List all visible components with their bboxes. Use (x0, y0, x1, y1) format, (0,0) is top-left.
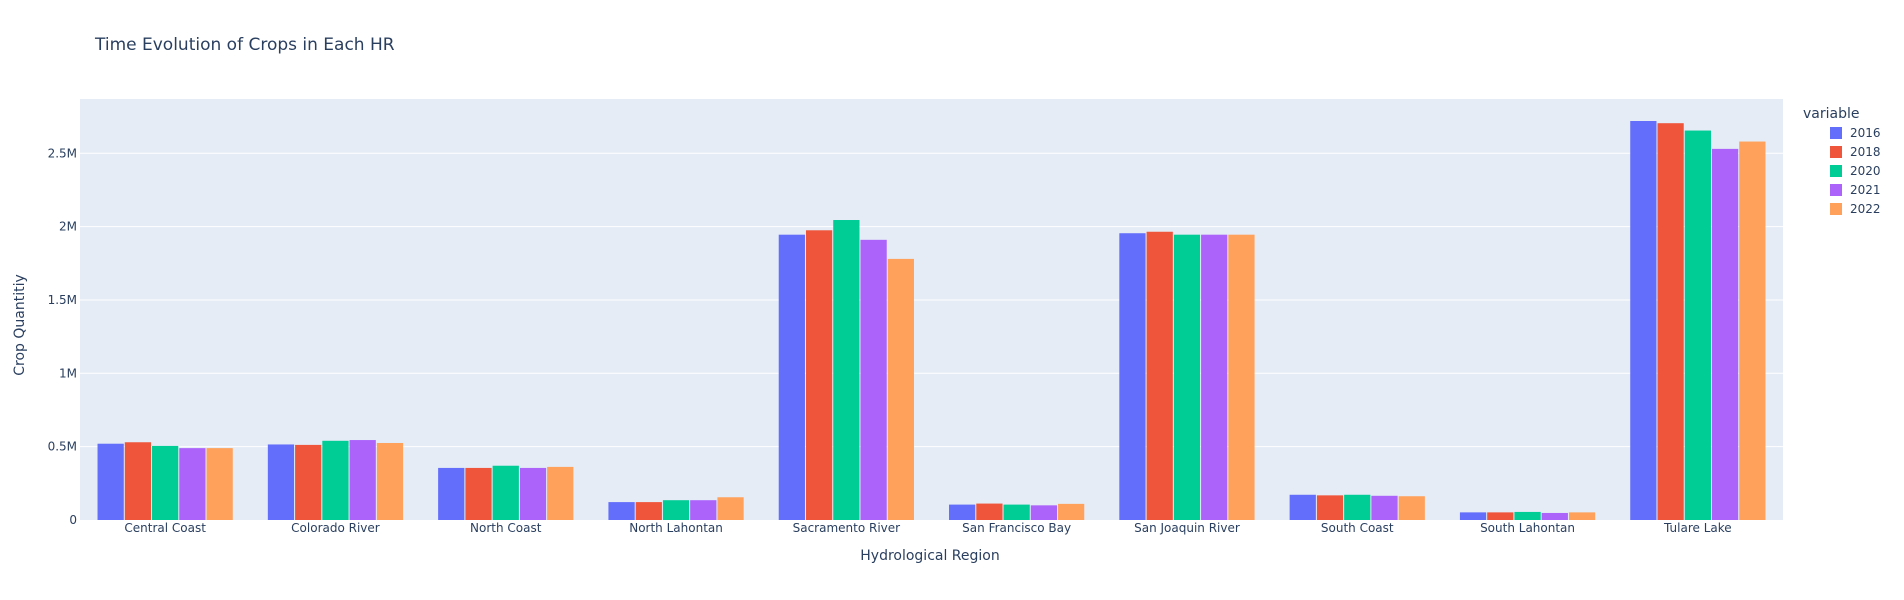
bar-2020[interactable] (1684, 130, 1711, 520)
bar-2016[interactable] (1119, 233, 1146, 520)
bar-2020[interactable] (152, 445, 179, 520)
legend-title: variable (1803, 106, 1859, 122)
bar-2021[interactable] (1371, 495, 1398, 520)
x-axis-title: Hydrological Region (860, 548, 1000, 564)
bar-2022[interactable] (206, 448, 233, 520)
bar-2020[interactable] (322, 440, 349, 520)
bar-2021[interactable] (690, 500, 717, 520)
bar-2018[interactable] (1487, 512, 1514, 520)
bar-2020[interactable] (1173, 234, 1201, 520)
bar-2020[interactable] (662, 500, 690, 520)
bar-2018[interactable] (635, 502, 662, 520)
x-tick-label: North Coast (470, 521, 542, 535)
bar-2022[interactable] (1058, 503, 1085, 520)
legend-swatch-2022[interactable] (1830, 203, 1842, 215)
y-axis-ticks: 0 0.5M 1M 1.5M 2M 2.5M (48, 146, 77, 527)
bar-2018[interactable] (465, 467, 492, 520)
legend[interactable]: 2016 2018 2020 2021 2022 (1830, 126, 1881, 216)
x-tick-label: North Lahontan (629, 521, 723, 535)
x-tick-label: Central Coast (124, 521, 206, 535)
bar-2022[interactable] (717, 497, 744, 520)
bar-2016[interactable] (267, 444, 295, 520)
bar-2022[interactable] (1228, 234, 1255, 520)
bar-2018[interactable] (976, 503, 1003, 520)
bar-2021[interactable] (1201, 234, 1228, 520)
chart-title: Time Evolution of Crops in Each HR (94, 35, 395, 55)
legend-label-2021[interactable]: 2021 (1850, 183, 1881, 197)
bar-2020[interactable] (1344, 494, 1371, 520)
bar-2021[interactable] (179, 448, 206, 520)
bar-2021[interactable] (860, 239, 887, 520)
bar-2022[interactable] (1568, 512, 1596, 520)
bar-2016[interactable] (1630, 121, 1657, 521)
bar-2020[interactable] (1514, 511, 1541, 520)
x-tick-label: South Coast (1321, 521, 1394, 535)
legend-label-2020[interactable]: 2020 (1850, 164, 1881, 178)
x-tick-label: Sacramento River (793, 521, 901, 535)
bar-2018[interactable] (1657, 123, 1684, 521)
bars (97, 121, 1766, 521)
legend-swatch-2021[interactable] (1830, 184, 1842, 196)
bar-2021[interactable] (1541, 512, 1568, 520)
bar-2021[interactable] (1711, 148, 1739, 520)
bar-2016[interactable] (949, 504, 976, 520)
bar-2018[interactable] (805, 230, 833, 520)
bar-2018[interactable] (1146, 231, 1173, 521)
y-tick-label: 2M (59, 220, 77, 234)
legend-swatch-2020[interactable] (1830, 165, 1842, 177)
bar-2016[interactable] (1289, 494, 1316, 520)
x-tick-label: Tulare Lake (1663, 521, 1732, 535)
x-tick-label: Colorado River (291, 521, 380, 535)
y-tick-label: 0.5M (48, 440, 77, 454)
legend-label-2022[interactable]: 2022 (1850, 202, 1881, 216)
bar-2018[interactable] (124, 442, 152, 520)
y-tick-label: 1M (59, 366, 77, 380)
bar-2022[interactable] (1398, 496, 1425, 520)
bar-2018[interactable] (295, 444, 322, 520)
bar-2020[interactable] (833, 220, 860, 520)
y-tick-label: 1.5M (48, 293, 77, 307)
x-axis-ticks: Central Coast Colorado River North Coast No… (124, 521, 1731, 535)
legend-label-2018[interactable]: 2018 (1850, 145, 1881, 159)
bar-2016[interactable] (97, 443, 124, 520)
legend-label-2016[interactable]: 2016 (1850, 126, 1881, 140)
bar-2021[interactable] (1030, 505, 1058, 520)
y-tick-label: 0 (69, 513, 77, 527)
bar-2020[interactable] (1003, 504, 1030, 520)
legend-swatch-2016[interactable] (1830, 127, 1842, 139)
bar-2022[interactable] (547, 466, 574, 520)
bar-2016[interactable] (608, 502, 635, 520)
bar-2021[interactable] (349, 440, 376, 520)
bar-2018[interactable] (1316, 495, 1344, 520)
y-axis-title: Crop Quantitiy (12, 274, 28, 376)
legend-swatch-2018[interactable] (1830, 146, 1842, 158)
bar-2022[interactable] (376, 442, 404, 520)
bar-2021[interactable] (519, 467, 547, 520)
bar-2016[interactable] (438, 467, 465, 520)
bar-2016[interactable] (778, 234, 805, 520)
y-tick-label: 2.5M (48, 146, 77, 160)
bar-2020[interactable] (492, 465, 519, 520)
x-tick-label: San Francisco Bay (962, 521, 1071, 535)
x-tick-label: San Joaquin River (1134, 521, 1240, 535)
x-tick-label: South Lahontan (1480, 521, 1575, 535)
bar-2022[interactable] (1739, 141, 1766, 520)
bar-2022[interactable] (887, 258, 914, 520)
bar-2016[interactable] (1459, 512, 1487, 520)
